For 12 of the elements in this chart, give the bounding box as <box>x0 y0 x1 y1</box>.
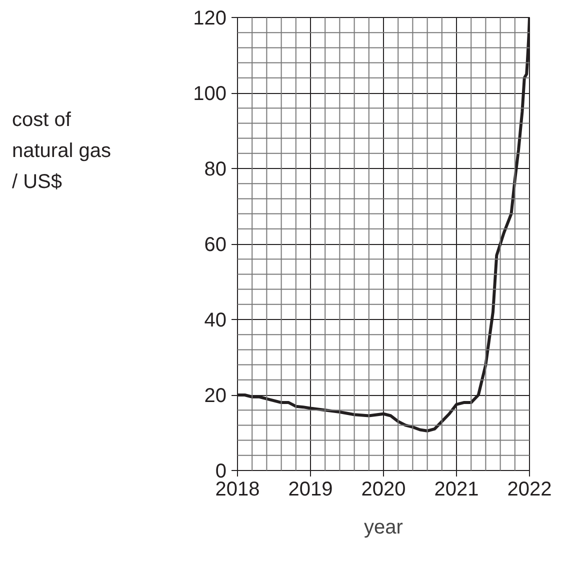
x-tick-label: 2019 <box>288 478 333 500</box>
y-axis-title: cost of natural gas / US$ <box>12 108 111 195</box>
x-tick-label: 2021 <box>434 478 479 500</box>
y-tick-label: 40 <box>204 310 227 332</box>
y-tick-label: 120 <box>193 8 227 30</box>
y-tick-label: 60 <box>204 234 227 256</box>
x-tick-label: 2020 <box>361 478 406 500</box>
x-axis-title: year <box>364 516 404 538</box>
y-tick-label: 100 <box>193 83 227 105</box>
y-tick-label: 20 <box>204 385 227 407</box>
x-tick-label: 2022 <box>507 478 552 500</box>
y-tick-label: 80 <box>204 158 227 180</box>
